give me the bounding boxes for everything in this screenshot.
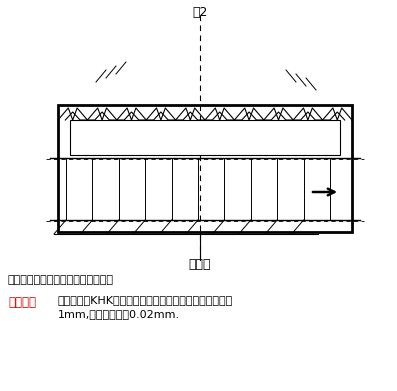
Text: 【附注】: 【附注】 — [8, 296, 36, 308]
Text: 基准齿: 基准齿 — [189, 258, 211, 271]
Text: 图2: 图2 — [192, 5, 208, 18]
Polygon shape — [70, 120, 340, 155]
Text: 按箭头方向移动蜗杆齿隙逐渐变小。: 按箭头方向移动蜗杆齿隙逐渐变小。 — [8, 275, 114, 285]
Text: 1mm,齿隙变化量为0.02mm.: 1mm,齿隙变化量为0.02mm. — [58, 309, 180, 319]
Text: 所有模数的KHK双导程蜗杆被设计为蜗杆在轴方向每移动: 所有模数的KHK双导程蜗杆被设计为蜗杆在轴方向每移动 — [58, 295, 233, 305]
